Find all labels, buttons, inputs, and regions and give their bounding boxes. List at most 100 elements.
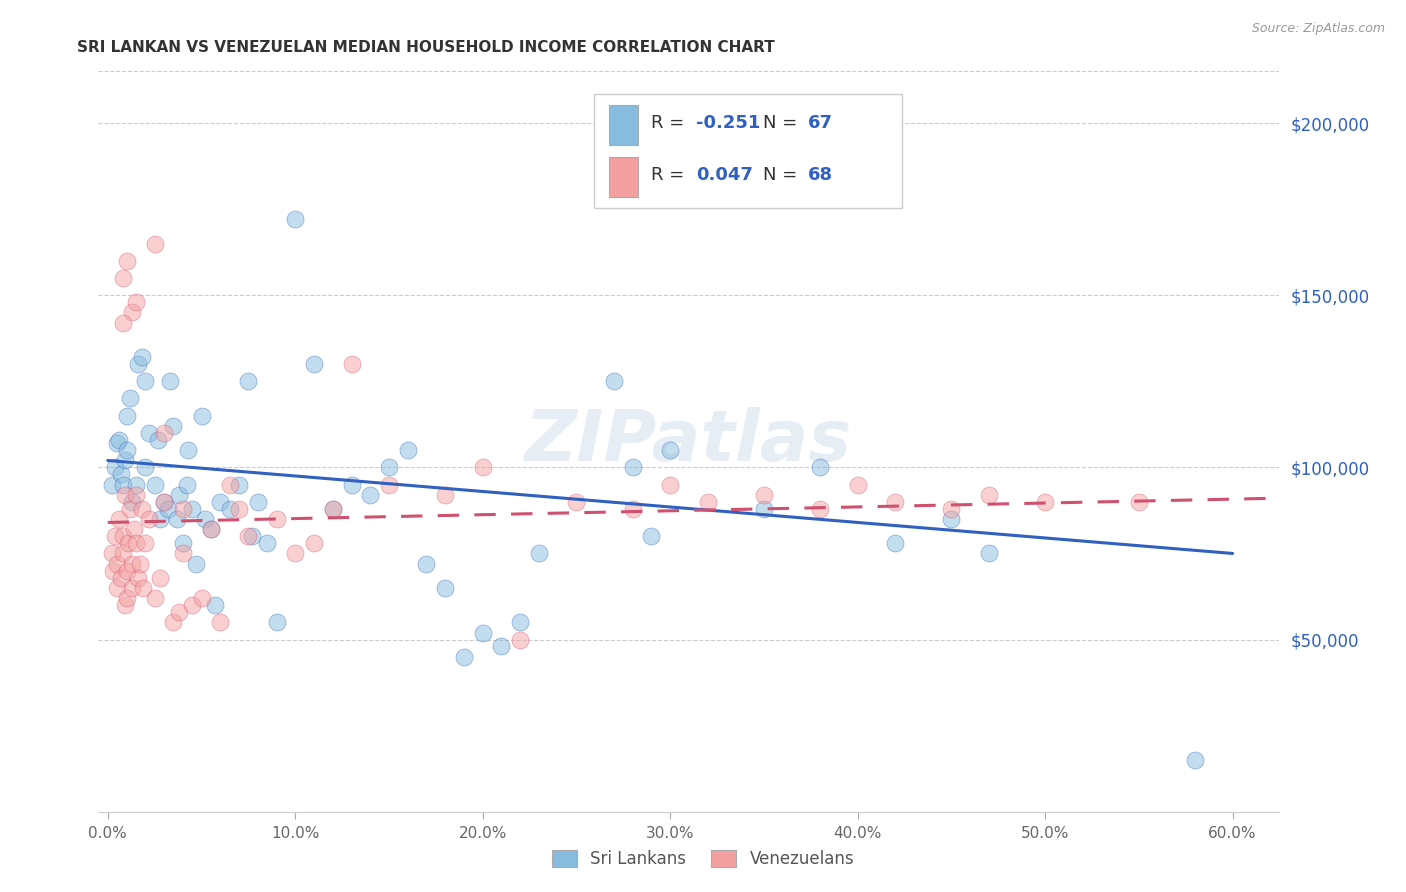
Point [138, 425, 160, 440]
Point [246, 495, 269, 509]
Point [134, 374, 156, 388]
Point [941, 501, 963, 516]
Point [104, 529, 127, 543]
Point [266, 615, 288, 630]
Point [322, 501, 344, 516]
Legend: Sri Lankans, Venezuelans: Sri Lankans, Venezuelans [546, 843, 860, 875]
FancyBboxPatch shape [609, 156, 638, 197]
Point [621, 460, 644, 475]
Point [238, 529, 260, 543]
Point [434, 488, 457, 502]
Text: ZIPatlas: ZIPatlas [526, 407, 852, 476]
Point [209, 615, 232, 630]
Point [240, 529, 263, 543]
Point [204, 598, 226, 612]
Point [115, 443, 138, 458]
Text: R =: R = [651, 114, 690, 132]
Point [122, 522, 145, 536]
Text: 68: 68 [808, 166, 834, 184]
Point [138, 512, 160, 526]
Point [846, 477, 869, 491]
Text: 0.047: 0.047 [696, 166, 752, 184]
Point [110, 570, 132, 584]
Point [434, 581, 457, 595]
Point [132, 581, 155, 595]
Point [603, 374, 626, 388]
Point [125, 295, 148, 310]
Point [115, 564, 138, 578]
Point [659, 443, 682, 458]
Point [302, 357, 325, 371]
Point [200, 522, 222, 536]
Point [209, 495, 232, 509]
Text: N =: N = [763, 166, 803, 184]
Point [190, 409, 212, 423]
Text: R =: R = [651, 166, 690, 184]
Point [359, 488, 381, 502]
FancyBboxPatch shape [609, 104, 638, 145]
Point [302, 536, 325, 550]
Point [190, 591, 212, 606]
Point [228, 477, 250, 491]
Point [808, 460, 831, 475]
Point [977, 546, 1000, 560]
Point [134, 536, 156, 550]
Point [284, 212, 307, 227]
FancyBboxPatch shape [595, 94, 901, 209]
Point [194, 512, 217, 526]
Point [134, 460, 156, 475]
Point [120, 501, 142, 516]
Point [105, 581, 128, 595]
Point [1128, 495, 1150, 509]
Point [143, 591, 166, 606]
Point [181, 598, 204, 612]
Text: -0.251: -0.251 [696, 114, 761, 132]
Point [1184, 753, 1206, 767]
Point [115, 409, 138, 423]
Point [153, 495, 176, 509]
Point [172, 536, 194, 550]
Point [378, 460, 401, 475]
Point [127, 570, 149, 584]
Point [120, 392, 142, 406]
Point [114, 598, 136, 612]
Point [228, 501, 250, 516]
Point [167, 488, 190, 502]
Point [884, 536, 907, 550]
Text: N =: N = [763, 114, 803, 132]
Point [100, 546, 122, 560]
Point [284, 546, 307, 560]
Point [149, 570, 172, 584]
Point [103, 564, 125, 578]
Point [640, 529, 662, 543]
Point [266, 512, 288, 526]
Point [238, 374, 260, 388]
Point [177, 443, 200, 458]
Point [471, 625, 494, 640]
Point [108, 512, 131, 526]
Point [1033, 495, 1056, 509]
Point [115, 253, 138, 268]
Point [148, 433, 170, 447]
Point [172, 546, 194, 560]
Text: Source: ZipAtlas.com: Source: ZipAtlas.com [1251, 22, 1385, 36]
Point [162, 419, 184, 434]
Point [808, 501, 831, 516]
Point [153, 495, 176, 509]
Point [117, 536, 139, 550]
Point [172, 501, 194, 516]
Point [108, 433, 131, 447]
Point [149, 512, 172, 526]
Point [884, 495, 907, 509]
Point [111, 477, 134, 491]
Point [752, 488, 775, 502]
Point [218, 501, 240, 516]
Point [659, 477, 682, 491]
Point [471, 460, 494, 475]
Point [128, 557, 150, 571]
Point [509, 615, 531, 630]
Point [340, 357, 363, 371]
Point [125, 488, 148, 502]
Point [162, 615, 184, 630]
Point [125, 477, 148, 491]
